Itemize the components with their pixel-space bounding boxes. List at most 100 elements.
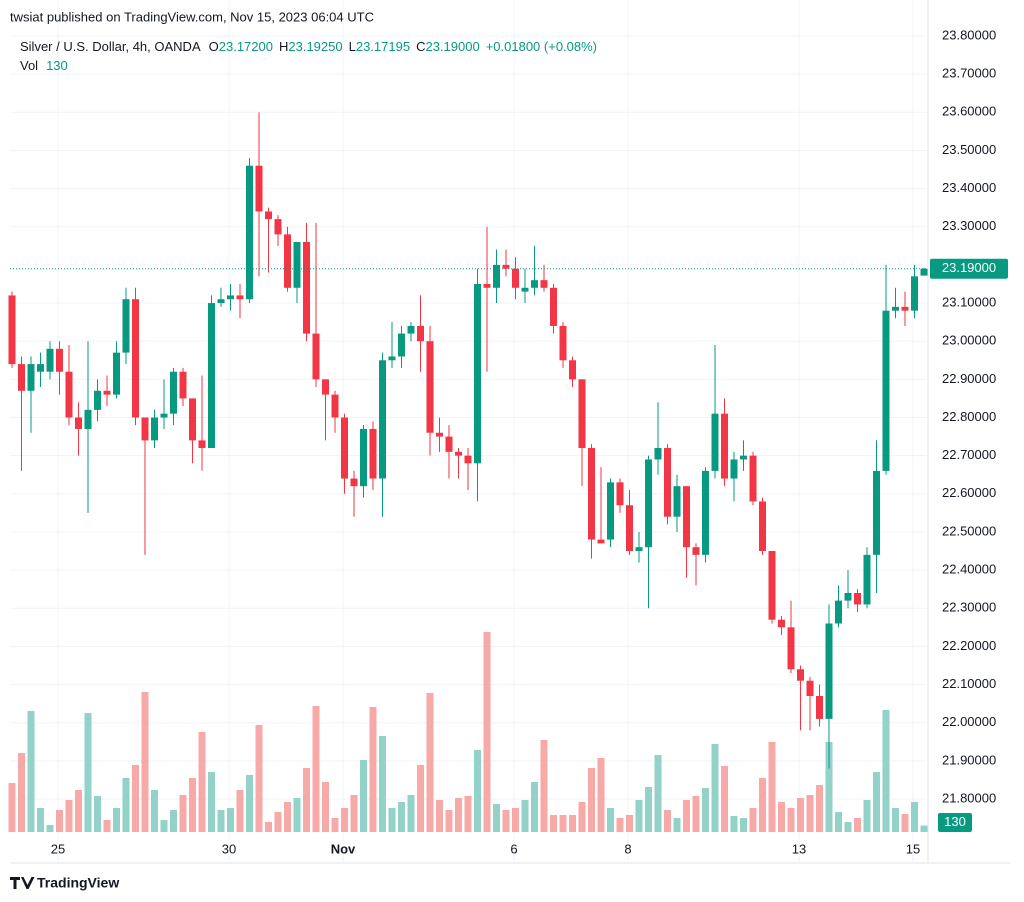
candle-body bbox=[8, 295, 16, 365]
volume-bar bbox=[303, 768, 310, 832]
candle-body bbox=[65, 371, 73, 418]
volume-bar bbox=[37, 808, 44, 832]
candle-body bbox=[702, 470, 709, 555]
candle-body bbox=[483, 283, 491, 288]
candle-body bbox=[645, 459, 652, 548]
candle-body bbox=[721, 413, 728, 479]
candle-body bbox=[56, 348, 63, 372]
ohlc-key: C bbox=[416, 39, 425, 54]
volume-bar bbox=[94, 796, 101, 832]
volume-bar bbox=[208, 772, 215, 832]
ohlc-value: 23.17200 bbox=[219, 39, 273, 54]
x-tick-label: 30 bbox=[222, 841, 236, 856]
candle-body bbox=[892, 306, 899, 311]
candle-body bbox=[445, 436, 453, 452]
y-tick-label: 22.60000 bbox=[942, 485, 996, 500]
volume-bar bbox=[768, 742, 776, 832]
x-tick-label: 25 bbox=[51, 841, 65, 856]
volume-bar bbox=[892, 808, 899, 832]
volume-bar bbox=[816, 785, 823, 832]
candle-body bbox=[901, 306, 909, 311]
y-tick-label: 22.80000 bbox=[942, 409, 996, 424]
candle-body bbox=[160, 413, 168, 418]
candle-body bbox=[379, 360, 386, 479]
candle-body bbox=[255, 165, 263, 212]
volume-bar bbox=[844, 822, 852, 832]
volume-bar bbox=[597, 758, 605, 832]
candle-body bbox=[493, 264, 500, 288]
ohlc-key: L bbox=[349, 39, 356, 54]
volume-bar bbox=[46, 825, 54, 832]
last-price-label: 23.19000 bbox=[942, 260, 996, 275]
candle-body bbox=[474, 283, 481, 464]
volume-bar bbox=[635, 800, 643, 832]
candle-body bbox=[692, 547, 700, 555]
volume-bar bbox=[350, 795, 358, 832]
volume-bar bbox=[806, 795, 814, 832]
volume-bar bbox=[369, 707, 377, 832]
candle-body bbox=[265, 211, 272, 220]
volume-bar bbox=[920, 825, 928, 832]
change: +0.01800 (+0.08%) bbox=[486, 39, 597, 54]
volume-bar bbox=[426, 693, 434, 832]
last-price-badge bbox=[930, 258, 1008, 279]
x-tick-label: 8 bbox=[624, 841, 631, 856]
candle-body bbox=[550, 287, 557, 326]
x-tick-label: Nov bbox=[331, 841, 356, 856]
candle-body bbox=[37, 364, 44, 372]
volume-bar bbox=[179, 795, 187, 832]
published-note: twsiat published on TradingView.com, Nov… bbox=[10, 9, 374, 24]
volume-bar bbox=[151, 790, 158, 832]
volume-bar bbox=[8, 783, 16, 832]
volume-bar bbox=[825, 742, 833, 832]
volume-bar bbox=[854, 818, 861, 832]
symbol: Silver / U.S. Dollar, 4h, OANDA bbox=[20, 39, 201, 54]
candle-body bbox=[683, 486, 690, 548]
candle-body bbox=[816, 695, 823, 719]
ohlc-value: 23.17195 bbox=[356, 39, 410, 54]
volume-bar bbox=[341, 808, 348, 832]
candle-body bbox=[787, 627, 795, 670]
volume-title: Vol bbox=[20, 58, 38, 73]
volume-bar bbox=[198, 732, 206, 832]
volume-bar bbox=[882, 710, 890, 832]
candle-body bbox=[569, 360, 576, 380]
volume-bar bbox=[540, 740, 548, 832]
candle-body bbox=[122, 299, 130, 353]
volume-bar bbox=[559, 815, 567, 832]
volume-bar bbox=[835, 812, 842, 832]
y-tick-label: 23.40000 bbox=[942, 180, 996, 195]
y-tick-label: 23.60000 bbox=[942, 104, 996, 119]
candle-body bbox=[360, 428, 367, 487]
volume-bar bbox=[170, 810, 177, 832]
y-tick-label: 22.30000 bbox=[942, 600, 996, 615]
ohlc-key: H bbox=[279, 39, 288, 54]
y-tick-label: 22.90000 bbox=[942, 371, 996, 386]
candle-body bbox=[303, 242, 310, 334]
volume-bar bbox=[911, 802, 918, 832]
candle-body bbox=[531, 280, 538, 288]
volume-bar bbox=[863, 800, 871, 832]
volume-bar bbox=[217, 810, 225, 832]
candle-body bbox=[189, 398, 196, 441]
candle-body bbox=[341, 417, 348, 479]
candle-body bbox=[664, 448, 671, 517]
volume-bar bbox=[122, 778, 130, 832]
candle-body bbox=[759, 501, 766, 552]
candle-body bbox=[350, 478, 358, 487]
volume-bar bbox=[284, 802, 291, 832]
volume-bar bbox=[873, 772, 880, 832]
candle-body bbox=[825, 623, 833, 719]
candle-body bbox=[512, 268, 519, 288]
candle-body bbox=[132, 299, 139, 418]
candle-body bbox=[322, 379, 329, 395]
volume-bar bbox=[113, 808, 120, 832]
volume-bar bbox=[227, 808, 234, 832]
candle-body bbox=[711, 413, 719, 471]
volume-bar bbox=[75, 790, 82, 832]
candle-body bbox=[436, 432, 443, 437]
volume-bar bbox=[84, 713, 92, 832]
ohlc-key: O bbox=[209, 39, 219, 54]
volume-bar bbox=[274, 812, 282, 832]
candle-body bbox=[835, 600, 842, 624]
